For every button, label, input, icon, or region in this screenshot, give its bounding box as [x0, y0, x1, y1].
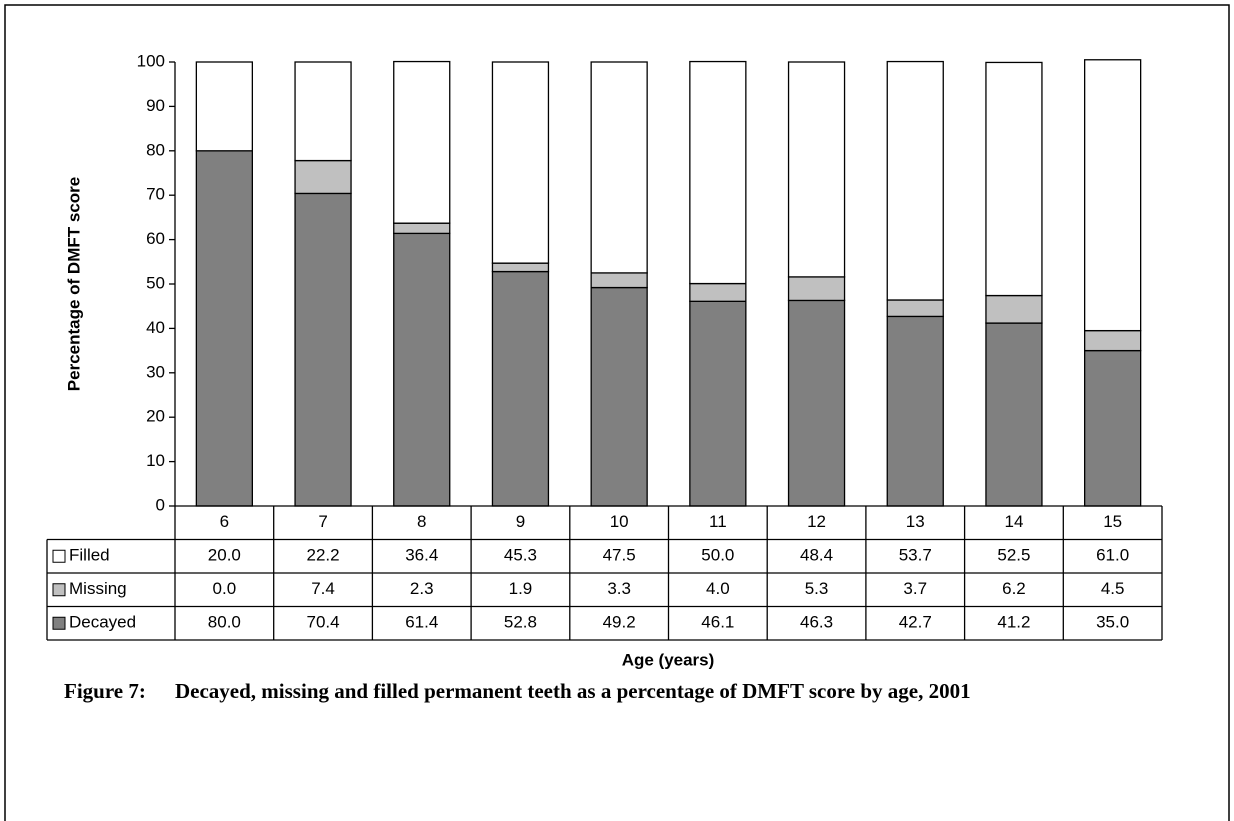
caption-label: Figure 7: [64, 679, 146, 703]
bar-segment [393, 60, 451, 224]
y-tick-label: 80 [146, 140, 165, 159]
x-tick-label: 8 [417, 512, 426, 531]
bar-segment [491, 270, 550, 507]
x-tick-label: 11 [709, 512, 727, 531]
table-value: 46.3 [800, 613, 833, 632]
bar-segment [1084, 329, 1142, 352]
bar-segment [787, 299, 846, 507]
bar-segment [1084, 59, 1142, 332]
x-tick-label: 13 [906, 512, 925, 531]
bar-segment [787, 276, 846, 302]
y-tick-label: 0 [156, 495, 165, 514]
legend-swatch [52, 616, 66, 630]
legend-label: Decayed [69, 613, 136, 632]
legend-label: Missing [69, 579, 127, 598]
table-value: 52.8 [504, 613, 537, 632]
table-value: 50.0 [701, 546, 734, 565]
bar-segment [195, 61, 254, 152]
y-tick-label: 70 [146, 185, 165, 204]
table-value: 46.1 [701, 613, 734, 632]
bar-segment [393, 232, 451, 507]
table-value: 36.4 [405, 546, 438, 565]
x-tick-label: 15 [1103, 512, 1122, 531]
bar-segment [491, 61, 550, 264]
bar-segment [195, 150, 254, 507]
table-value: 45.3 [504, 546, 537, 565]
x-tick-label: 6 [220, 512, 229, 531]
bar-segment [886, 60, 944, 301]
bar-segment [985, 294, 1043, 324]
bar-segment [491, 262, 550, 273]
table-value: 1.9 [509, 579, 533, 598]
table-value: 3.3 [607, 579, 631, 598]
table-value: 53.7 [899, 546, 932, 565]
bar-segment [985, 61, 1043, 297]
x-tick-label: 14 [1004, 512, 1023, 531]
y-tick-label: 30 [146, 362, 165, 381]
bar-segment [886, 299, 944, 318]
table-value: 49.2 [603, 613, 636, 632]
table-value: 22.2 [307, 546, 340, 565]
legend-swatch [52, 549, 66, 563]
y-tick-label: 40 [146, 318, 165, 337]
y-tick-label: 100 [137, 51, 165, 70]
bar-segment [590, 286, 648, 507]
table-value: 35.0 [1096, 613, 1129, 632]
bar-segment [590, 272, 648, 289]
table-value: 61.4 [405, 613, 438, 632]
x-axis-title: Age (years) [622, 650, 715, 669]
table-value: 0.0 [213, 579, 237, 598]
table-value: 20.0 [208, 546, 241, 565]
table-value: 4.0 [706, 579, 730, 598]
legend-swatch [52, 583, 66, 597]
table-value: 6.2 [1002, 579, 1026, 598]
bar-segment [985, 322, 1043, 507]
x-tick-label: 9 [516, 512, 525, 531]
table-value: 5.3 [805, 579, 829, 598]
frame [4, 4, 1230, 821]
legend-label: Filled [69, 546, 110, 565]
x-tick-label: 12 [807, 512, 826, 531]
y-axis-title: Percentage of DMFT score [64, 177, 83, 391]
y-tick-label: 50 [146, 273, 165, 292]
y-tick-label: 60 [146, 229, 165, 248]
bar-segment [294, 192, 352, 507]
table-value: 2.3 [410, 579, 434, 598]
table-value: 3.7 [903, 579, 927, 598]
y-tick-label: 90 [146, 96, 165, 115]
table-value: 70.4 [307, 613, 340, 632]
x-tick-label: 7 [318, 512, 327, 531]
bar-segment [689, 60, 747, 285]
table-value: 48.4 [800, 546, 833, 565]
bar-segment [787, 61, 846, 278]
caption-text: Decayed, missing and filled permanent te… [175, 679, 971, 703]
bar-segment [590, 61, 648, 274]
bar-segment [689, 282, 747, 302]
bar-segment [294, 159, 352, 195]
bar-segment [689, 300, 747, 507]
bar-segment [393, 222, 451, 235]
table-value: 42.7 [899, 613, 932, 632]
table-value: 4.5 [1101, 579, 1125, 598]
table-value: 61.0 [1096, 546, 1129, 565]
y-tick-label: 20 [146, 407, 165, 426]
bar-segment [1084, 349, 1142, 507]
table-value: 41.2 [997, 613, 1030, 632]
bar-segment [294, 61, 352, 162]
table-value: 47.5 [603, 546, 636, 565]
table-value: 80.0 [208, 613, 241, 632]
table-value: 52.5 [997, 546, 1030, 565]
y-tick-label: 10 [146, 451, 165, 470]
bar-segment [886, 315, 944, 507]
table-value: 7.4 [311, 579, 335, 598]
x-tick-label: 10 [610, 512, 629, 531]
